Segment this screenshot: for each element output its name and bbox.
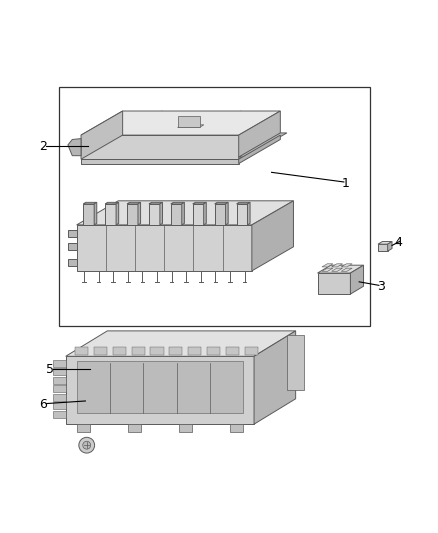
- Polygon shape: [160, 203, 162, 225]
- Text: 2: 2: [39, 140, 47, 152]
- Polygon shape: [350, 265, 364, 294]
- Polygon shape: [53, 410, 66, 418]
- Polygon shape: [226, 203, 228, 225]
- Polygon shape: [215, 204, 226, 225]
- Polygon shape: [77, 201, 293, 225]
- Polygon shape: [254, 331, 296, 424]
- Polygon shape: [68, 259, 77, 265]
- Polygon shape: [193, 203, 206, 204]
- Polygon shape: [239, 111, 280, 159]
- Polygon shape: [113, 346, 126, 356]
- Polygon shape: [94, 203, 97, 225]
- Polygon shape: [378, 244, 388, 251]
- Polygon shape: [169, 346, 183, 356]
- Polygon shape: [53, 368, 66, 375]
- Polygon shape: [237, 203, 250, 204]
- Circle shape: [79, 437, 95, 453]
- Polygon shape: [83, 204, 94, 225]
- Polygon shape: [81, 111, 280, 135]
- Polygon shape: [53, 402, 66, 409]
- Polygon shape: [77, 424, 90, 432]
- Polygon shape: [105, 204, 116, 225]
- Text: 4: 4: [395, 236, 403, 249]
- Polygon shape: [239, 133, 287, 157]
- Polygon shape: [53, 394, 66, 401]
- Text: 1: 1: [342, 177, 350, 190]
- Polygon shape: [287, 335, 304, 390]
- Polygon shape: [215, 203, 228, 204]
- Polygon shape: [127, 204, 138, 225]
- Polygon shape: [68, 243, 77, 251]
- Polygon shape: [318, 265, 364, 273]
- Polygon shape: [53, 377, 66, 384]
- Polygon shape: [116, 203, 119, 225]
- Polygon shape: [81, 135, 239, 159]
- Text: 3: 3: [377, 280, 385, 293]
- Polygon shape: [341, 268, 352, 271]
- Polygon shape: [322, 264, 333, 267]
- Polygon shape: [77, 225, 252, 271]
- Polygon shape: [247, 203, 250, 225]
- Polygon shape: [171, 204, 182, 225]
- Text: 6: 6: [39, 398, 47, 411]
- Polygon shape: [230, 424, 243, 432]
- Polygon shape: [53, 360, 66, 367]
- Polygon shape: [68, 139, 81, 156]
- Polygon shape: [66, 356, 254, 424]
- Polygon shape: [332, 268, 343, 271]
- Polygon shape: [171, 203, 184, 204]
- Polygon shape: [127, 203, 141, 204]
- Polygon shape: [378, 241, 392, 244]
- Polygon shape: [81, 111, 123, 159]
- Polygon shape: [131, 346, 145, 356]
- Polygon shape: [149, 204, 160, 225]
- Polygon shape: [53, 385, 66, 392]
- Polygon shape: [128, 424, 141, 432]
- Polygon shape: [66, 331, 296, 356]
- Polygon shape: [322, 268, 333, 271]
- Bar: [59, 87, 370, 326]
- Polygon shape: [207, 346, 220, 356]
- Polygon shape: [149, 203, 162, 204]
- Polygon shape: [204, 203, 206, 225]
- Polygon shape: [177, 125, 204, 127]
- Polygon shape: [151, 346, 164, 356]
- Polygon shape: [81, 159, 239, 164]
- Polygon shape: [239, 135, 280, 164]
- Polygon shape: [138, 203, 141, 225]
- Polygon shape: [94, 346, 107, 356]
- Polygon shape: [332, 264, 343, 267]
- Polygon shape: [179, 424, 192, 432]
- Polygon shape: [188, 346, 201, 356]
- Circle shape: [83, 441, 91, 449]
- Polygon shape: [237, 204, 247, 225]
- Polygon shape: [252, 201, 293, 271]
- Polygon shape: [75, 346, 88, 356]
- Polygon shape: [105, 203, 119, 204]
- Polygon shape: [388, 241, 392, 251]
- Polygon shape: [318, 273, 350, 294]
- Polygon shape: [68, 230, 77, 237]
- Polygon shape: [341, 264, 352, 267]
- Polygon shape: [244, 346, 258, 356]
- Polygon shape: [177, 117, 200, 127]
- Polygon shape: [182, 203, 184, 225]
- Polygon shape: [77, 361, 243, 413]
- Polygon shape: [83, 203, 97, 204]
- Polygon shape: [226, 346, 239, 356]
- Text: 5: 5: [46, 363, 54, 376]
- Polygon shape: [193, 204, 204, 225]
